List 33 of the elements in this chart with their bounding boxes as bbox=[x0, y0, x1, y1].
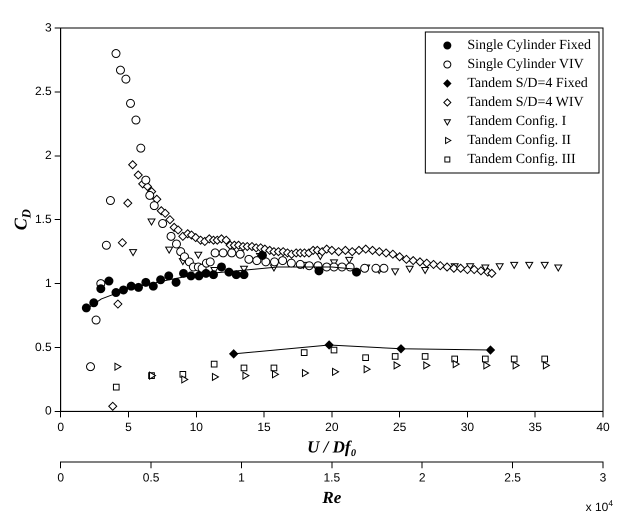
x2-tick-label: 1 bbox=[238, 470, 246, 485]
y-tick-label: 1.5 bbox=[34, 212, 52, 226]
y-tick-label: 2 bbox=[44, 148, 52, 162]
x-tick-label: 35 bbox=[528, 420, 542, 434]
x-tick-label: 0 bbox=[57, 420, 64, 434]
y-axis-title: CD bbox=[10, 209, 34, 230]
x-tick-label: 25 bbox=[392, 420, 407, 434]
x-tick-label: 20 bbox=[325, 420, 339, 434]
legend-label: Tandem Config. II bbox=[467, 133, 572, 148]
x-tick-label: 10 bbox=[190, 420, 204, 434]
y-tick-label: 0 bbox=[44, 404, 52, 418]
y-tick-label: 2.5 bbox=[34, 84, 52, 98]
x2-tick-label: 1.5 bbox=[323, 470, 341, 485]
y-tick-label: 3 bbox=[44, 20, 52, 34]
legend-label: Single Cylinder VIV bbox=[467, 57, 584, 72]
y-tick-label: 1 bbox=[44, 276, 52, 290]
x-axis-title: U / Df₀ bbox=[307, 437, 357, 456]
x-tick-label: 30 bbox=[460, 420, 474, 434]
legend-label: Tandem S/D=4 WIV bbox=[467, 95, 584, 110]
x-tick-label: 15 bbox=[257, 420, 272, 434]
x2-tick-label: 2.5 bbox=[504, 470, 522, 485]
legend-label: Single Cylinder Fixed bbox=[467, 38, 592, 54]
legend-label: Tandem S/D=4 Fixed bbox=[467, 76, 588, 92]
legend-label: Tandem Config. I bbox=[467, 114, 567, 130]
legend-label: Tandem Config. III bbox=[467, 152, 576, 168]
x-tick-label: 40 bbox=[596, 420, 610, 434]
x2-tick-label: 0.5 bbox=[142, 470, 160, 485]
x2-tick-label: 0 bbox=[57, 470, 64, 485]
x2-tick-label: 2 bbox=[418, 470, 426, 485]
x-tick-label: 5 bbox=[125, 420, 132, 434]
x2-axis-title: Re bbox=[321, 488, 342, 508]
y-tick-label: 0.5 bbox=[34, 340, 52, 354]
x2-tick-label: 3 bbox=[600, 470, 607, 485]
